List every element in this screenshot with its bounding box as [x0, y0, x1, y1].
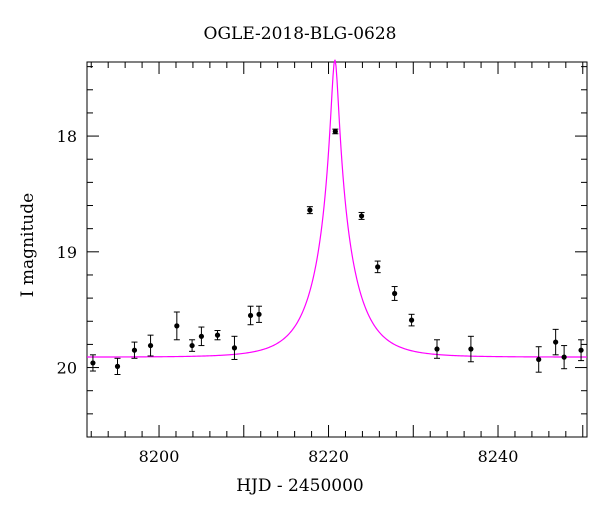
- data-point: [189, 342, 195, 349]
- y-axis-label: I magnitude: [18, 192, 38, 298]
- data-point: [578, 347, 584, 353]
- data-point: [231, 345, 238, 351]
- data-point: [434, 346, 440, 352]
- plot-frame: [86, 61, 588, 438]
- data-point: [307, 207, 313, 213]
- data-point: [332, 128, 338, 135]
- data-point: [468, 346, 474, 352]
- y-tick-label: 19: [57, 243, 77, 262]
- y-tick-label: 18: [57, 127, 77, 146]
- x-tick-label: 8220: [308, 447, 349, 466]
- model-curve: [87, 59, 587, 358]
- data-point: [131, 347, 138, 353]
- x-axis-label: HJD - 2450000: [236, 476, 364, 496]
- data-point: [358, 213, 365, 219]
- data-point: [536, 356, 542, 363]
- data-point: [198, 333, 205, 339]
- data-point: [147, 342, 154, 349]
- y-tick-label: 20: [57, 359, 77, 378]
- data-point: [114, 363, 121, 369]
- data-point: [553, 339, 559, 345]
- data-point: [561, 354, 567, 360]
- data-point: [392, 290, 398, 297]
- data-point: [90, 360, 96, 366]
- chart-title: OGLE-2018-BLG-0628: [203, 24, 397, 44]
- data-point: [408, 317, 415, 323]
- x-tick-label: 8200: [139, 447, 180, 466]
- data-point: [375, 264, 381, 270]
- data-point: [174, 323, 180, 329]
- data-point: [214, 332, 221, 338]
- data-point: [256, 311, 262, 317]
- x-tick-label: 8240: [478, 447, 519, 466]
- data-point: [247, 312, 254, 319]
